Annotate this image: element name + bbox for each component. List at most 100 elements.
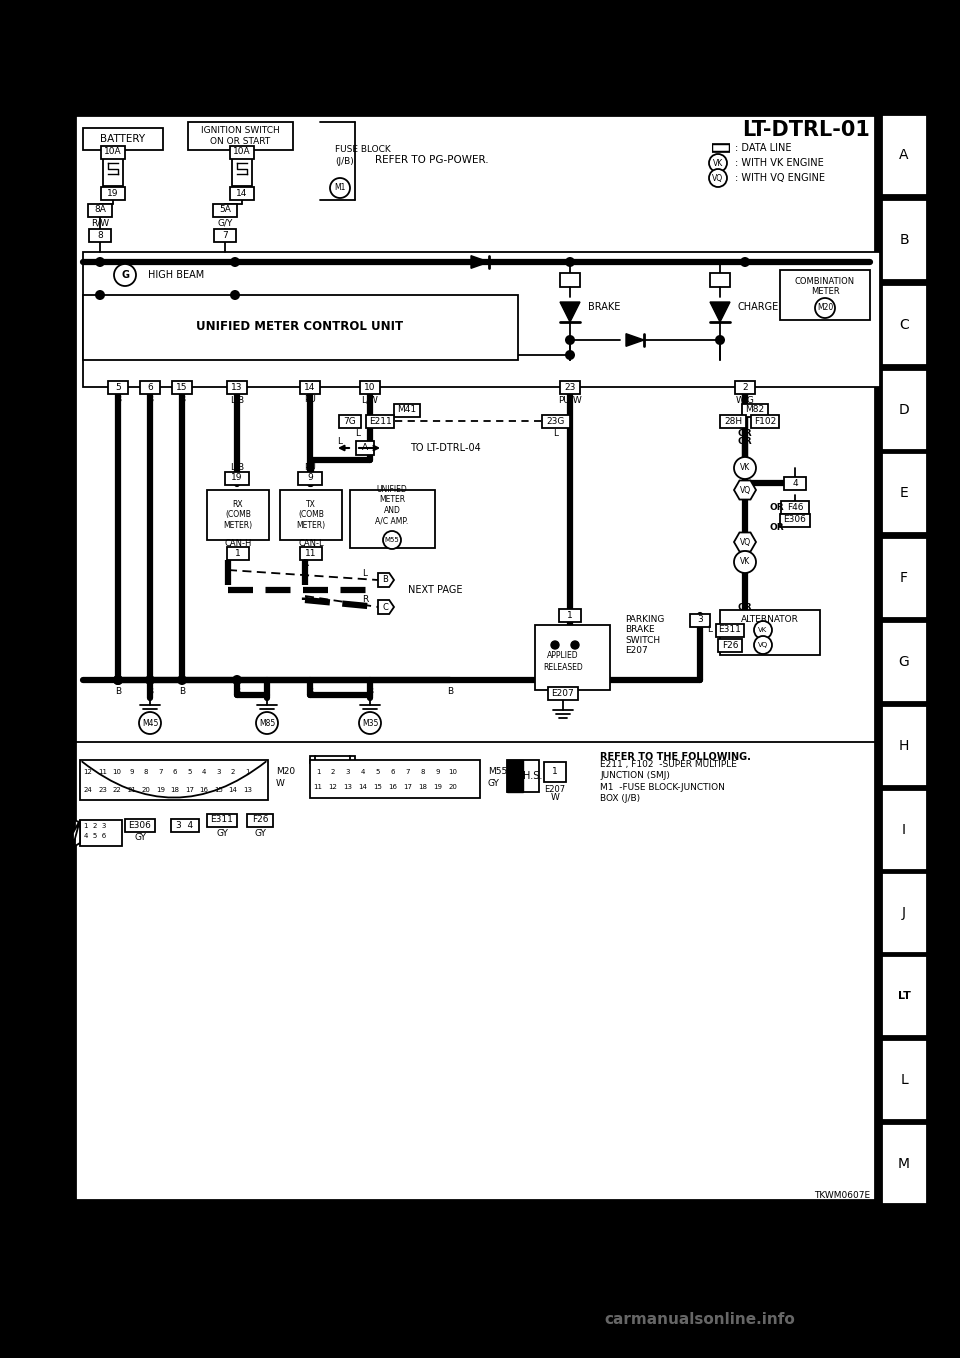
Text: VK: VK [740, 463, 750, 473]
Text: 10A: 10A [105, 148, 122, 156]
Text: M82: M82 [745, 406, 764, 414]
Text: 12: 12 [328, 784, 337, 790]
Bar [735, 380, 755, 394]
Bar [784, 477, 806, 489]
Text: F26: F26 [722, 641, 738, 649]
Text: 13: 13 [344, 784, 352, 790]
Text: B: B [382, 576, 388, 584]
Polygon shape [710, 301, 730, 322]
Polygon shape [507, 760, 523, 792]
Bar [83, 295, 518, 360]
Text: BATTERY: BATTERY [101, 134, 146, 144]
Text: 11: 11 [314, 784, 323, 790]
Text: 9: 9 [130, 769, 133, 775]
Bar [882, 285, 927, 365]
Text: 4: 4 [361, 769, 365, 775]
Text: FUSE BLOCK: FUSE BLOCK [335, 145, 391, 155]
Text: PU: PU [304, 463, 316, 471]
Bar [882, 1124, 927, 1205]
Circle shape [383, 531, 401, 549]
Text: C: C [382, 603, 388, 611]
Text: E: E [900, 486, 908, 500]
Circle shape [230, 291, 240, 300]
Bar [710, 273, 730, 287]
Text: 17: 17 [403, 784, 413, 790]
Circle shape [709, 168, 727, 187]
Circle shape [113, 675, 123, 684]
Bar [214, 228, 236, 242]
Text: 22: 22 [112, 788, 121, 793]
Text: 16: 16 [389, 784, 397, 790]
Text: 1: 1 [235, 549, 241, 558]
Bar [230, 186, 254, 200]
Bar [882, 369, 927, 449]
Text: 23: 23 [564, 383, 576, 391]
Text: 23: 23 [98, 788, 107, 793]
Text: RELEASED: RELEASED [543, 663, 583, 671]
Text: REFER TO THE FOLLOWING.: REFER TO THE FOLLOWING. [600, 752, 751, 762]
Text: D: D [899, 403, 909, 417]
Text: 16: 16 [200, 788, 208, 793]
Text: HIGH BEAM: HIGH BEAM [148, 270, 204, 280]
Text: 15: 15 [177, 383, 188, 391]
Bar [882, 1040, 927, 1120]
Bar [310, 760, 480, 799]
Text: M: M [898, 1157, 910, 1171]
Text: H.S.: H.S. [523, 771, 542, 781]
Text: 11: 11 [98, 769, 107, 775]
Text: B: B [179, 687, 185, 697]
Text: (J/B): (J/B) [335, 158, 353, 167]
Bar [356, 441, 374, 455]
Text: : WITH VQ ENGINE: : WITH VQ ENGINE [735, 172, 825, 183]
Text: OR: OR [737, 603, 753, 612]
Text: VK: VK [758, 627, 768, 633]
Text: W: W [551, 793, 560, 803]
Text: 5: 5 [375, 769, 380, 775]
Text: B: B [115, 687, 121, 697]
Bar [207, 813, 237, 827]
Text: G: G [899, 655, 909, 669]
Text: 10: 10 [112, 769, 122, 775]
Text: 28H: 28H [724, 417, 742, 425]
Bar [213, 204, 237, 216]
Text: 21: 21 [127, 788, 136, 793]
Text: L: L [708, 626, 712, 634]
Bar [172, 380, 192, 394]
Bar [559, 608, 581, 622]
Bar [882, 873, 927, 953]
Polygon shape [75, 820, 80, 846]
Bar [780, 513, 810, 527]
Text: OR: OR [770, 523, 784, 531]
Text: METER: METER [810, 288, 839, 296]
Text: 5: 5 [115, 383, 121, 391]
Text: 6: 6 [147, 383, 153, 391]
Text: B: B [115, 395, 121, 405]
Text: GY: GY [134, 834, 146, 842]
Text: E207: E207 [552, 689, 574, 698]
Circle shape [139, 712, 161, 735]
Text: L: L [900, 1073, 908, 1086]
Circle shape [734, 458, 756, 479]
Text: 14: 14 [236, 189, 248, 197]
Text: 15: 15 [373, 784, 382, 790]
Bar [544, 762, 566, 782]
Text: CAN-L: CAN-L [299, 539, 324, 547]
Text: L: L [363, 569, 368, 577]
Bar [780, 270, 870, 320]
Text: VQ: VQ [758, 642, 768, 648]
Text: L: L [226, 559, 230, 569]
Circle shape [754, 636, 772, 655]
Circle shape [256, 712, 278, 735]
Text: M1: M1 [334, 183, 346, 193]
Text: PU: PU [304, 395, 316, 405]
Text: 14: 14 [228, 788, 237, 793]
Bar [882, 956, 927, 1036]
Text: M41: M41 [397, 406, 417, 414]
Bar [690, 614, 710, 626]
Bar [882, 200, 927, 280]
Text: 7: 7 [222, 231, 228, 239]
Bar [882, 454, 927, 532]
Text: 20: 20 [141, 788, 151, 793]
Circle shape [754, 621, 772, 640]
Text: B: B [307, 687, 313, 697]
